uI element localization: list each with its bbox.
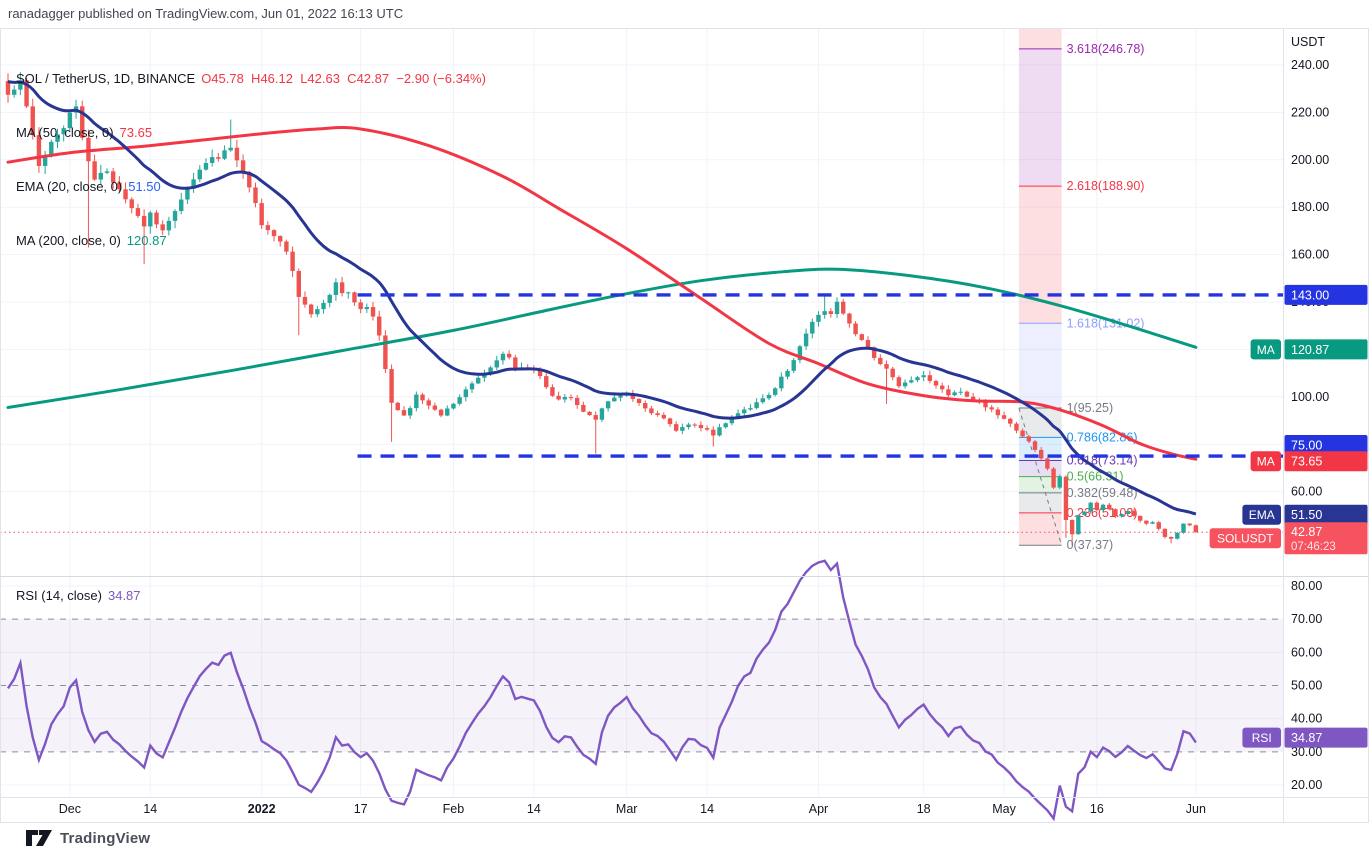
svg-text:17: 17 bbox=[354, 802, 368, 816]
badge-75.00: 75.00 bbox=[1284, 435, 1368, 456]
svg-text:USDT: USDT bbox=[1291, 35, 1325, 49]
symbol-legend: SOL / TetherUS, 1D, BINANCE O45.78 H46.12… bbox=[16, 34, 486, 286]
svg-text:1(95.25): 1(95.25) bbox=[1067, 401, 1114, 415]
symbol-title: SOL / TetherUS, 1D, BINANCE bbox=[16, 71, 196, 86]
svg-text:240.00: 240.00 bbox=[1291, 58, 1329, 72]
badge-SOLUSDT: SOLUSDT 42.87 07:46:23 bbox=[1209, 522, 1368, 555]
badge-MA: MA 73.65 bbox=[1250, 451, 1368, 472]
svg-text:73.65: 73.65 bbox=[1291, 455, 1322, 469]
svg-text:180.00: 180.00 bbox=[1291, 200, 1329, 214]
svg-text:143.00: 143.00 bbox=[1291, 288, 1329, 302]
svg-text:Mar: Mar bbox=[616, 802, 638, 816]
svg-text:EMA: EMA bbox=[1249, 508, 1275, 522]
indicator-row-ema20: EMA (20, close, 0) 51.50 bbox=[16, 179, 161, 194]
svg-text:MA: MA bbox=[1257, 343, 1275, 357]
svg-text:07:46:23: 07:46:23 bbox=[1291, 541, 1336, 553]
svg-text:0.382(59.48): 0.382(59.48) bbox=[1067, 486, 1138, 500]
svg-text:70.00: 70.00 bbox=[1291, 612, 1322, 626]
rsi-line[interactable] bbox=[6, 559, 1197, 822]
tradingview-logo[interactable]: TradingView bbox=[26, 830, 150, 847]
svg-text:18: 18 bbox=[917, 802, 931, 816]
svg-text:14: 14 bbox=[700, 802, 714, 816]
fib-retracement-drawing[interactable] bbox=[1018, 28, 1063, 546]
rsi-pane bbox=[0, 559, 1284, 822]
badge-EMA: EMA 51.50 bbox=[1242, 504, 1368, 525]
svg-text:200.00: 200.00 bbox=[1291, 153, 1329, 167]
svg-text:220.00: 220.00 bbox=[1291, 105, 1329, 119]
tradingview-logo-icon bbox=[26, 830, 52, 846]
svg-text:60.00: 60.00 bbox=[1291, 485, 1322, 499]
svg-text:MA: MA bbox=[1257, 455, 1275, 469]
svg-text:30.00: 30.00 bbox=[1291, 745, 1322, 759]
svg-text:42.87: 42.87 bbox=[1291, 525, 1322, 539]
svg-text:Feb: Feb bbox=[443, 802, 465, 816]
gridlines bbox=[0, 28, 1284, 796]
ohlc-values: O45.78 H46.12 L42.63 C42.87 −2.90 (−6.34… bbox=[201, 71, 486, 86]
time-axis: Dec 14 2022 17 Feb 14 Mar 14 Apr 18 May 16 Jun bbox=[59, 802, 1206, 816]
svg-text:2022: 2022 bbox=[248, 802, 276, 816]
svg-text:0.236(51.03): 0.236(51.03) bbox=[1067, 506, 1138, 520]
svg-text:3.618(246.78): 3.618(246.78) bbox=[1067, 42, 1145, 56]
price-axis: USDT240.00220.00200.00180.00160.00140.00… bbox=[1291, 35, 1329, 792]
svg-text:Dec: Dec bbox=[59, 802, 81, 816]
svg-text:20.00: 20.00 bbox=[1291, 778, 1322, 792]
ma-50-line[interactable] bbox=[6, 126, 1198, 461]
ema-20-line[interactable] bbox=[7, 80, 1197, 516]
svg-text:May: May bbox=[992, 802, 1016, 816]
ma-200-line[interactable] bbox=[6, 267, 1198, 409]
svg-text:160.00: 160.00 bbox=[1291, 248, 1329, 262]
badge-RSI: RSI 34.87 bbox=[1242, 727, 1368, 748]
fib-labels: 3.618(246.78) 2.618(188.90) 1.618(131.02) 1… bbox=[1067, 42, 1145, 552]
svg-text:SOLUSDT: SOLUSDT bbox=[1217, 532, 1274, 546]
svg-text:0(37.37): 0(37.37) bbox=[1067, 538, 1114, 552]
indicator-row-ma200: MA (200, close, 0) 120.87 bbox=[16, 233, 167, 248]
svg-text:51.50: 51.50 bbox=[1291, 508, 1322, 522]
rsi-legend: RSI (14, close) 34.87 bbox=[16, 588, 141, 603]
badge-143.00: 143.00 bbox=[1284, 284, 1368, 305]
svg-text:50.00: 50.00 bbox=[1291, 679, 1322, 693]
symbol-title-row: SOL / TetherUS, 1D, BINANCE O45.78 H46.12… bbox=[16, 70, 486, 88]
svg-text:Jun: Jun bbox=[1186, 802, 1206, 816]
svg-text:RSI: RSI bbox=[1252, 731, 1272, 745]
header-attribution: ranadagger published on TradingView.com,… bbox=[8, 6, 404, 21]
svg-text:1.618(131.02): 1.618(131.02) bbox=[1067, 316, 1145, 330]
svg-text:14: 14 bbox=[143, 802, 157, 816]
svg-text:100.00: 100.00 bbox=[1291, 390, 1329, 404]
svg-text:2.618(188.90): 2.618(188.90) bbox=[1067, 179, 1145, 193]
svg-text:34.87: 34.87 bbox=[1291, 731, 1322, 745]
svg-text:Apr: Apr bbox=[809, 802, 828, 816]
badge-MA: MA 120.87 bbox=[1250, 339, 1368, 360]
svg-text:60.00: 60.00 bbox=[1291, 645, 1322, 659]
indicator-row-ma50: MA (50, close, 0) 73.65 bbox=[16, 125, 153, 140]
svg-text:0.5(66.31): 0.5(66.31) bbox=[1067, 470, 1124, 484]
svg-text:80.00: 80.00 bbox=[1291, 579, 1322, 593]
fib-labels-under: 0.236(51.03) bbox=[1067, 506, 1138, 520]
svg-text:14: 14 bbox=[527, 802, 541, 816]
svg-text:16: 16 bbox=[1090, 802, 1104, 816]
candlestick-series[interactable] bbox=[5, 72, 1199, 546]
svg-text:40.00: 40.00 bbox=[1291, 712, 1322, 726]
svg-text:75.00: 75.00 bbox=[1291, 439, 1322, 453]
tradingview-logo-text: TradingView bbox=[60, 830, 151, 847]
svg-text:120.87: 120.87 bbox=[1291, 343, 1329, 357]
